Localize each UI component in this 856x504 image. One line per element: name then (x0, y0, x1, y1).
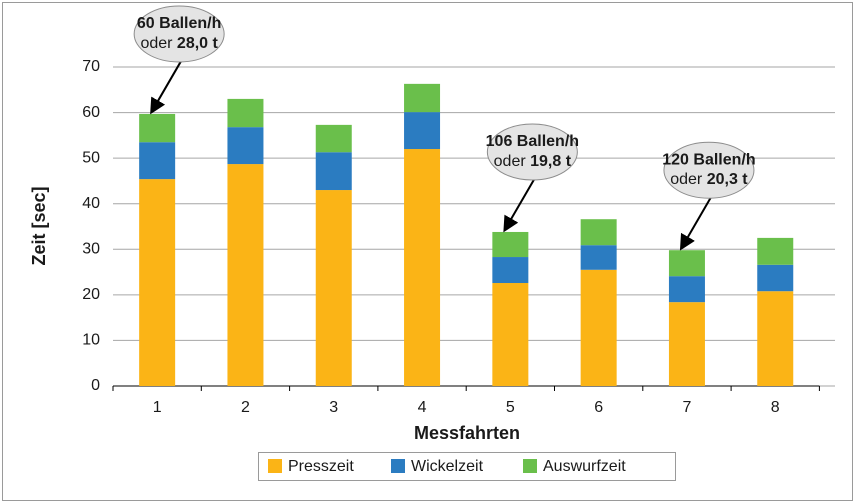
bar-segment (668, 250, 705, 277)
x-tick-label: 5 (506, 399, 515, 416)
bar-segment (315, 152, 352, 191)
bar-segment (227, 164, 264, 386)
x-tick-label: 4 (418, 399, 427, 416)
bar-segment (139, 113, 176, 143)
legend-box (258, 452, 676, 481)
y-tick-label: 70 (82, 58, 100, 75)
callout-text-bold: 28,0 t (177, 35, 219, 52)
bar-segment (315, 190, 352, 386)
callout-text: oder 28,0 t (140, 35, 218, 52)
callout-arrow (150, 60, 183, 115)
y-tick-label: 40 (82, 195, 100, 212)
y-axis-label: Zeit [sec] (29, 186, 49, 265)
bar-segment (404, 112, 441, 150)
callout-text-bold: 20,3 t (707, 171, 749, 188)
x-tick-label: 6 (594, 399, 603, 416)
callout-text-part: oder (670, 171, 703, 188)
y-tick-label: 10 (82, 332, 100, 349)
bar-segment (492, 257, 529, 284)
y-tick-label: 60 (82, 104, 100, 121)
legend-label: Wickelzeit (411, 458, 484, 475)
callout (663, 141, 755, 199)
bar-segment (580, 245, 617, 270)
legend-swatch (268, 459, 282, 473)
bar-segment (757, 291, 794, 386)
legend-label: Auswurfzeit (543, 458, 626, 475)
callout-arrow (503, 178, 536, 233)
bar-segment (315, 124, 352, 153)
x-tick-label: 3 (329, 399, 338, 416)
x-tick-label: 1 (153, 399, 162, 416)
bar-segment (492, 231, 529, 258)
y-tick-label: 50 (82, 149, 100, 166)
callout-text: 60 Ballen/h (137, 15, 221, 32)
legend-label: Presszeit (288, 458, 354, 475)
callout (486, 123, 578, 181)
legend-swatch (523, 459, 537, 473)
bar-segment (668, 302, 705, 386)
callout-text: 106 Ballen/h (486, 133, 579, 150)
bar-segment (404, 83, 441, 113)
callout-arrow (679, 196, 712, 251)
bar-segment (227, 98, 264, 128)
bar-segment (580, 269, 617, 386)
bar-segment (139, 179, 176, 386)
x-tick-label: 8 (771, 399, 780, 416)
callout-text: 120 Ballen/h (662, 151, 755, 168)
bar-segment (227, 127, 264, 165)
y-tick-label: 20 (82, 286, 100, 303)
callout-text-bold: 19,8 t (530, 153, 572, 170)
callout-text: oder 20,3 t (670, 171, 748, 188)
bar-segment (757, 237, 794, 265)
legend-swatch (391, 459, 405, 473)
x-tick-label: 2 (241, 399, 250, 416)
bar-segment (668, 276, 705, 303)
callout-text: oder 19,8 t (494, 153, 572, 170)
x-axis-label: Messfahrten (414, 423, 520, 443)
bar-segment (580, 219, 617, 246)
bar-segment (757, 264, 794, 292)
x-tick-label: 7 (682, 399, 691, 416)
bar-segment (139, 142, 176, 180)
callout-text-part: oder (140, 35, 173, 52)
y-tick-label: 0 (91, 377, 100, 394)
y-tick-label: 30 (82, 241, 100, 258)
callout (133, 5, 225, 63)
bar-segment (492, 283, 529, 386)
callout-text-part: oder (494, 153, 527, 170)
bar-segment (404, 149, 441, 386)
